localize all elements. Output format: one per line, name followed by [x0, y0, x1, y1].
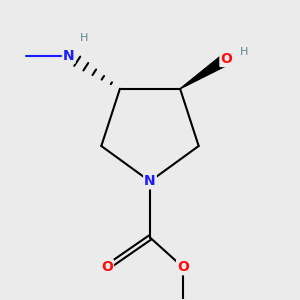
- Text: N: N: [63, 49, 74, 63]
- Text: H: H: [240, 47, 249, 57]
- Polygon shape: [180, 54, 230, 89]
- Text: H: H: [80, 33, 88, 43]
- Text: O: O: [177, 260, 189, 274]
- Text: O: O: [101, 260, 113, 274]
- Text: N: N: [144, 174, 156, 188]
- Text: O: O: [220, 52, 232, 66]
